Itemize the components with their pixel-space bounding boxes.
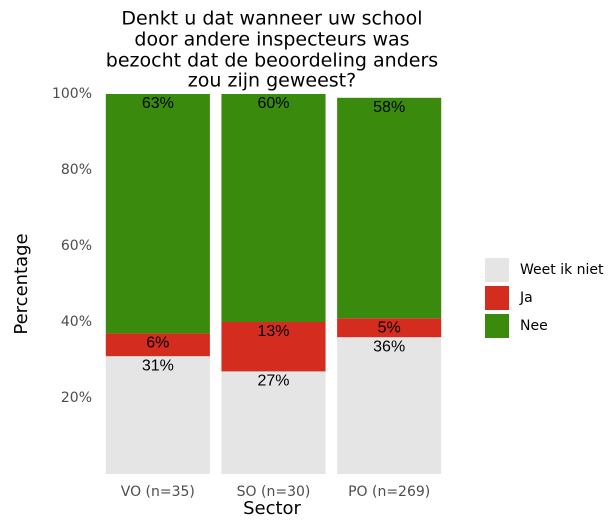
data-label: 27% <box>257 373 289 390</box>
chart-title: bezocht dat de beoordeling anders <box>106 50 438 72</box>
x-tick-label: PO (n=269) <box>348 484 430 500</box>
legend-label: Nee <box>520 318 548 334</box>
x-tick-label: SO (n=30) <box>237 484 311 500</box>
chart-title: zou zijn geweest? <box>188 70 356 92</box>
bar-segment <box>337 318 442 338</box>
legend-label: Ja <box>519 290 533 306</box>
data-label: 60% <box>257 95 289 112</box>
bar-segment <box>221 94 326 322</box>
chart-title: Denkt u dat wanneer uw school <box>121 8 422 30</box>
data-label: 31% <box>142 357 174 374</box>
y-tick-label: 100% <box>52 86 92 102</box>
bar-segment <box>221 371 326 474</box>
bar-segment <box>105 356 210 474</box>
bar-segment <box>105 333 210 357</box>
bar-segment <box>105 94 210 334</box>
data-label: 36% <box>373 338 405 355</box>
y-axis-title: Percentage <box>11 233 32 334</box>
data-label: 5% <box>378 319 401 336</box>
x-axis-title: Sector <box>243 498 301 519</box>
data-label: 6% <box>146 335 169 352</box>
legend-swatch <box>485 286 509 310</box>
legend-swatch <box>485 314 509 338</box>
legend-swatch <box>485 258 509 282</box>
bar-segment <box>337 97 442 319</box>
bar-segment <box>337 337 442 474</box>
y-tick-label: 40% <box>61 314 92 330</box>
y-tick-label: 60% <box>61 238 92 254</box>
data-label: 13% <box>257 323 289 340</box>
legend-label: Weet ik niet <box>520 262 604 278</box>
chart-title: door andere inspecteurs was <box>134 29 409 51</box>
x-tick-label: VO (n=35) <box>121 484 195 500</box>
data-label: 58% <box>373 99 405 116</box>
y-tick-label: 80% <box>61 162 92 178</box>
y-tick-label: 20% <box>61 390 92 406</box>
bar-segment <box>221 322 326 372</box>
data-label: 63% <box>142 95 174 112</box>
